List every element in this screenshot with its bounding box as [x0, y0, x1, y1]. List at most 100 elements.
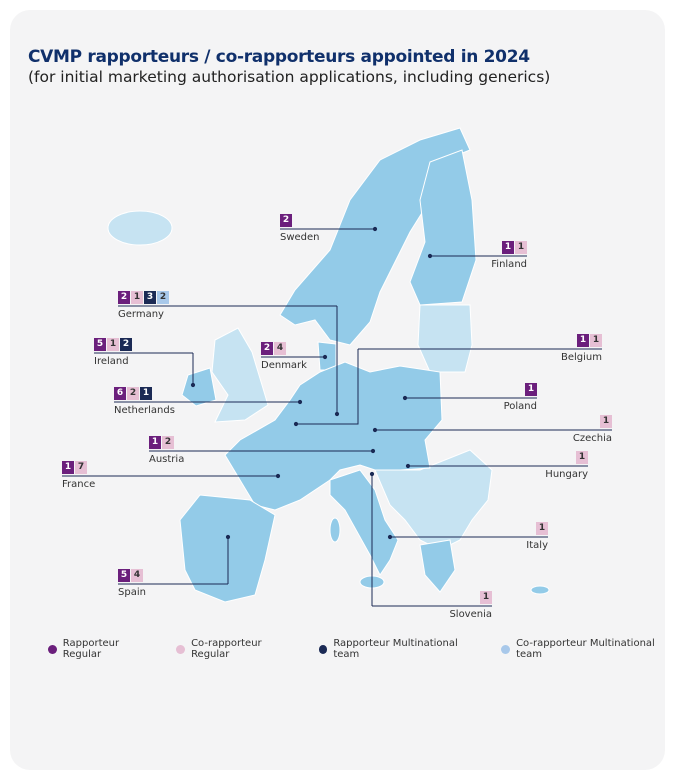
leader-dot-ireland [190, 382, 196, 388]
denmark [317, 341, 337, 371]
cyprus [530, 585, 550, 595]
leader-dot-germany [334, 411, 340, 417]
badge-rapporteur-regular: 2 [261, 342, 273, 355]
baltics [417, 304, 473, 373]
legend-item-co-rapporteur-multinational: Co-rapporteur Multinational team [501, 638, 680, 660]
country-name-belgium: Belgium [561, 352, 602, 363]
country-name-denmark: Denmark [261, 360, 307, 371]
greece [419, 539, 456, 593]
badge-rapporteur-regular: 5 [94, 338, 106, 351]
legend-label: Rapporteur Multinational team [333, 638, 458, 660]
legend-label: Rapporteur Regular [62, 638, 120, 660]
badge-co-rapporteur-regular: 4 [131, 569, 143, 582]
country-name-hungary: Hungary [545, 469, 588, 480]
country-name-spain: Spain [118, 587, 146, 598]
badge-co-rapporteur-regular: 1 [590, 334, 602, 347]
badge-co-rapporteur-regular: 1 [107, 338, 119, 351]
badge-rapporteur-regular: 2 [280, 214, 292, 227]
country-name-finland: Finland [491, 259, 527, 270]
leader-dot-spain [225, 534, 231, 540]
leader-dot-netherlands [297, 399, 303, 405]
country-name-ireland: Ireland [94, 356, 129, 367]
page-title: CVMP rapporteurs / co-rapporteurs appoin… [28, 47, 530, 67]
united-kingdom [211, 327, 269, 423]
leader-dot-poland [402, 395, 408, 401]
leader-lines [62, 226, 612, 607]
badge-rapporteur-multinational: 1 [140, 387, 152, 400]
legend-dot-icon [318, 644, 328, 654]
country-name-germany: Germany [118, 309, 164, 320]
leader-dot-hungary [405, 463, 411, 469]
leader-dot-denmark [322, 354, 328, 360]
country-name-czechia: Czechia [572, 433, 612, 444]
leader-dot-austria [370, 448, 376, 454]
eu-countries [179, 127, 550, 603]
badge-rapporteur-regular: 1 [577, 334, 589, 347]
country-name-netherlands: Netherlands [114, 405, 175, 416]
badge-co-rapporteur-regular: 2 [162, 436, 174, 449]
italy [329, 469, 399, 576]
leader-line-belgium-extension [296, 349, 359, 425]
legend-label: Co-rapporteur Multinational team [516, 638, 655, 660]
legend-dot-icon [176, 644, 186, 654]
badge-rapporteur-regular: 1 [525, 383, 537, 396]
badge-co-rapporteur-regular: 1 [600, 415, 612, 428]
country-name-slovenia: Slovenia [449, 609, 492, 620]
badge-co-rapporteur-multinational: 2 [157, 291, 169, 304]
legend-item-co-rapporteur-regular: Co-rapporteur Regular [176, 638, 300, 660]
badges-slovenia: 1 [480, 591, 492, 604]
country-name-austria: Austria [149, 454, 185, 465]
badges-hungary: 1 [576, 451, 588, 464]
badge-co-rapporteur-regular: 1 [576, 451, 588, 464]
ireland-shape [181, 367, 217, 407]
badge-rapporteur-regular: 1 [62, 461, 74, 474]
country-name-italy: Italy [526, 540, 548, 551]
leader-dot-czechia [372, 427, 378, 433]
badge-rapporteur-regular: 1 [502, 241, 514, 254]
leader-dot-france [275, 473, 281, 479]
badge-rapporteur-regular: 6 [114, 387, 126, 400]
badges-czechia: 1 [600, 415, 612, 428]
leader-dot-italy [387, 534, 393, 540]
badge-co-rapporteur-regular: 1 [131, 291, 143, 304]
finland [409, 149, 477, 306]
leader-dot-finland [427, 253, 433, 259]
badge-co-rapporteur-regular: 1 [480, 591, 492, 604]
iceland [107, 210, 173, 246]
badge-rapporteur-regular: 5 [118, 569, 130, 582]
legend-dot-icon [48, 644, 57, 654]
badge-co-rapporteur-regular: 2 [127, 387, 139, 400]
balkans [374, 449, 493, 551]
country-name-france: France [62, 479, 96, 490]
continental-europe [224, 361, 443, 511]
badges-italy: 1 [536, 522, 548, 535]
leader-dot-belgium [293, 421, 299, 427]
sardinia [329, 517, 341, 543]
badge-co-rapporteur-regular: 4 [274, 342, 286, 355]
legend-label: Co-rapporteur Regular [191, 638, 262, 660]
badge-co-rapporteur-regular: 1 [515, 241, 527, 254]
country-name-sweden: Sweden [280, 232, 320, 243]
legend: Rapporteur Regular Co-rapporteur Regular… [48, 638, 680, 660]
badge-rapporteur-multinational: 2 [120, 338, 132, 351]
legend-item-rapporteur-multinational: Rapporteur Multinational team [318, 638, 484, 660]
country-name-poland: Poland [503, 401, 537, 412]
badge-rapporteur-regular: 1 [149, 436, 161, 449]
badge-co-rapporteur-regular: 1 [536, 522, 548, 535]
page-subtitle: (for initial marketing authorisation app… [28, 68, 551, 86]
legend-item-rapporteur-regular: Rapporteur Regular [48, 638, 158, 660]
badge-co-rapporteur-regular: 7 [75, 461, 87, 474]
leader-dot-slovenia [369, 471, 375, 477]
badges-sweden: 2 [280, 214, 292, 227]
legend-dot-icon [501, 644, 511, 654]
